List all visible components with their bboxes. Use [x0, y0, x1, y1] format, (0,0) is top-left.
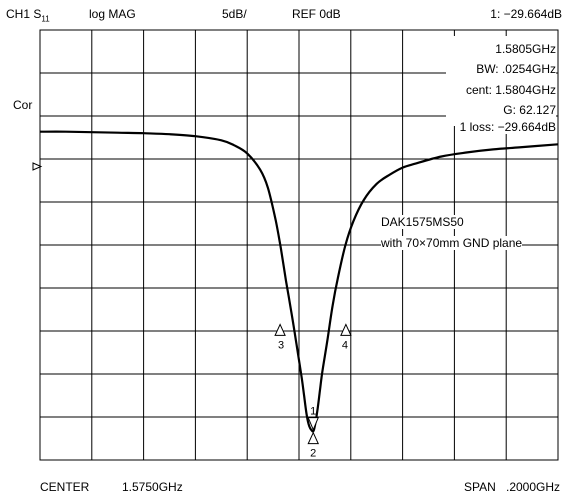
format-label: log MAG: [89, 7, 136, 21]
center-value: 1.5750GHz: [122, 480, 183, 494]
channel-label: CH1 S11: [6, 7, 50, 24]
ground-plane-note: with 70×70mm GND plane: [381, 236, 523, 250]
plot-frame: [39, 29, 559, 461]
center-label: CENTER: [40, 480, 90, 494]
marker-2-label: 2: [310, 448, 316, 460]
marker-frequency: 1.5805GHz: [495, 42, 556, 56]
marker-1-triangle-icon: [307, 417, 319, 431]
marker-3-triangle-icon: [274, 323, 286, 336]
correction-indicator: Cor: [13, 98, 33, 112]
reference-label: REF 0dB: [292, 7, 341, 21]
span-label: SPAN: [464, 480, 496, 494]
span-value: .2000GHz: [506, 480, 561, 494]
center-readout: cent: 1.5804GHz: [465, 83, 556, 97]
marker-4-label: 4: [342, 339, 348, 351]
loss-readout: 1 loss: −29.664dB: [457, 120, 556, 134]
reference-pointer-icon: [32, 162, 43, 171]
q-readout: G: 62.127: [503, 103, 556, 117]
marker-1-label: 1: [310, 406, 316, 418]
marker-4-triangle-icon: [340, 323, 352, 336]
marker-3-label: 3: [278, 339, 284, 351]
marker-2-triangle-icon: [307, 431, 320, 445]
bandwidth-readout: BW: .0254GHz: [476, 62, 556, 76]
antenna-name: DAK1575MS50: [381, 215, 464, 229]
readout-backing: [446, 36, 556, 126]
scale-label: 5dB/: [222, 7, 247, 21]
marker-readout: 1: −29.664dB: [490, 7, 562, 21]
s11-trace: [39, 130, 559, 433]
